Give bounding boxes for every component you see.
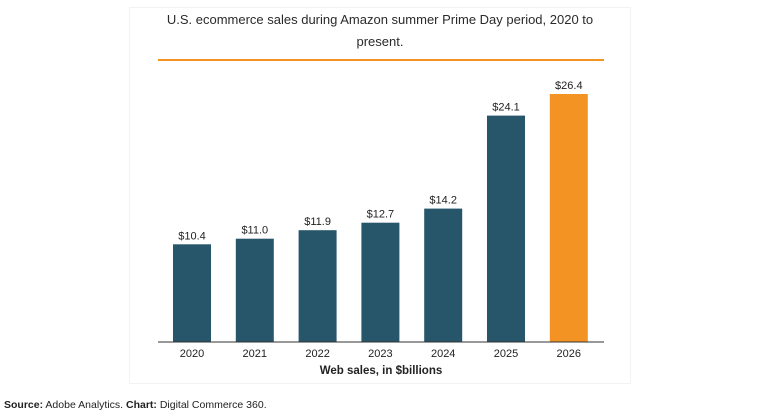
x-tick-label-2026: 2026 xyxy=(557,348,581,360)
data-label-2025: $24.1 xyxy=(492,102,520,114)
x-tick-label-2020: 2020 xyxy=(180,348,204,360)
source-note: Source: Adobe Analytics. Chart: Digital … xyxy=(4,399,267,411)
bar-2020 xyxy=(173,244,211,342)
x-tick-label-2021: 2021 xyxy=(243,348,267,360)
source-label: Source: xyxy=(4,399,44,411)
chart-credit-text: Digital Commerce 360. xyxy=(156,399,267,411)
data-label-2026: $26.4 xyxy=(555,80,583,92)
chart-title-line-2: present. xyxy=(356,34,404,49)
data-label-2020: $10.4 xyxy=(178,230,206,242)
x-tick-label-2022: 2022 xyxy=(305,348,329,360)
chart-title-line-1: U.S. ecommerce sales during Amazon summe… xyxy=(166,12,594,27)
data-label-2021: $11.0 xyxy=(241,225,268,237)
chart-title: U.S. ecommerce sales during Amazon summe… xyxy=(130,9,630,53)
x-tick-label-2025: 2025 xyxy=(494,348,518,360)
x-tick-label-2024: 2024 xyxy=(431,348,455,360)
data-label-2022: $11.9 xyxy=(304,216,331,228)
bar-chart: $10.4 2020 $11.0 2021 $11.9 2022 $12.7 2023 $14.… xyxy=(158,59,604,377)
bar-2023 xyxy=(361,222,400,342)
x-axis-label: Web sales, in $billions xyxy=(320,365,443,377)
bar-2024 xyxy=(424,208,463,342)
bar-2022 xyxy=(298,230,337,342)
chart-credit-label: Chart: xyxy=(125,399,157,411)
data-label-2024: $14.2 xyxy=(429,195,457,207)
x-tick-label-2023: 2023 xyxy=(368,348,392,360)
bar-2026 xyxy=(549,94,588,342)
source-text: Adobe Analytics. xyxy=(43,399,126,411)
data-label-2023: $12.7 xyxy=(367,209,395,221)
bar-2021 xyxy=(235,238,274,342)
bar-2025 xyxy=(487,115,525,342)
